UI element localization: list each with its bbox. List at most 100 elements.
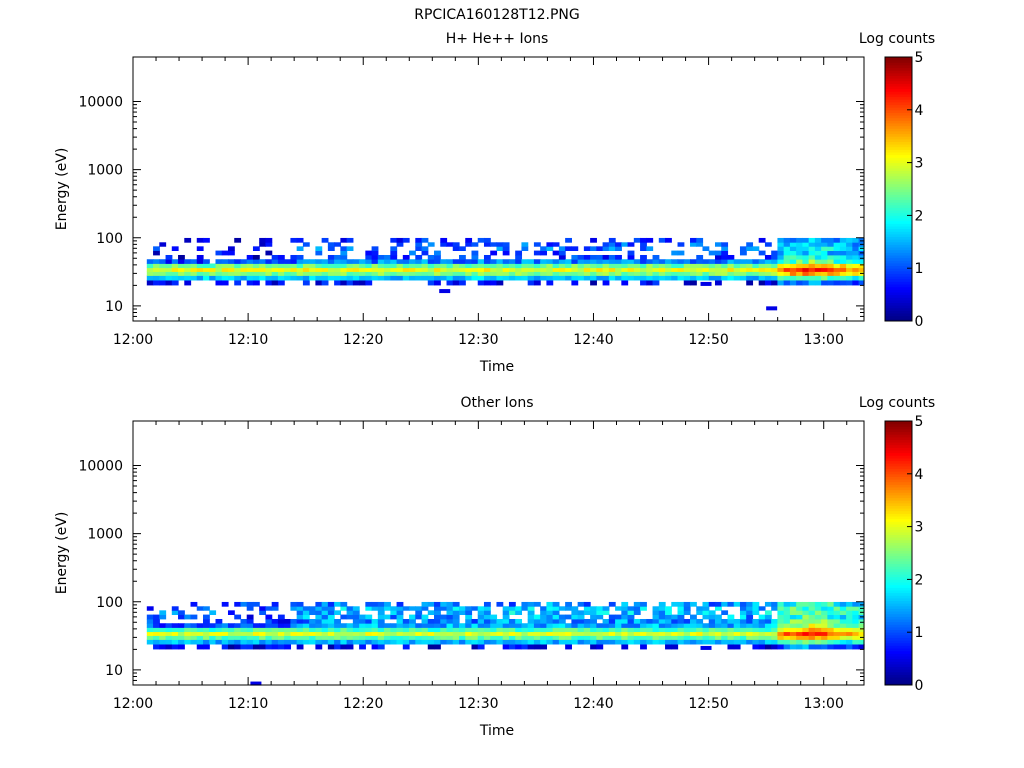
- heatmap-cell: [827, 242, 835, 247]
- heatmap-cell: [677, 623, 685, 628]
- heatmap-cell: [546, 275, 554, 281]
- colorbar-step: [885, 560, 912, 565]
- colorbar-step: [885, 595, 912, 599]
- heatmap-cell: [296, 263, 304, 269]
- heatmap-cell: [171, 275, 179, 281]
- heatmap-cell: [640, 618, 647, 624]
- heatmap-cell: [671, 635, 679, 640]
- heatmap-cell: [315, 623, 323, 628]
- heatmap-cell: [384, 623, 391, 628]
- heatmap-cell: [658, 610, 666, 615]
- heatmap-cell: [159, 627, 167, 633]
- heatmap-cell: [814, 242, 822, 247]
- colorbar-step: [885, 159, 912, 164]
- heatmap-cell: [802, 259, 810, 264]
- heatmap-cell: [596, 606, 604, 611]
- heatmap-cell: [640, 254, 647, 260]
- heatmap-cell: [321, 623, 329, 628]
- heatmap-cell: [490, 242, 498, 247]
- heatmap-cell: [577, 635, 585, 640]
- heatmap-cell: [583, 601, 591, 607]
- heatmap-cell: [371, 601, 379, 607]
- colorbar-step: [885, 426, 912, 430]
- heatmap-cell: [240, 275, 248, 281]
- heatmap-cell: [615, 259, 622, 264]
- heatmap-cell: [315, 250, 323, 256]
- y-tick-label: 10000: [78, 95, 123, 111]
- heatmap-cell: [415, 614, 423, 620]
- heatmap-cell: [471, 242, 479, 247]
- heatmap-cell: [377, 267, 385, 272]
- heatmap-cell: [284, 259, 292, 264]
- heatmap-cell: [215, 639, 223, 645]
- heatmap-cell: [508, 263, 516, 269]
- heatmap-cell: [789, 271, 797, 276]
- heatmap-cell: [777, 267, 785, 272]
- heatmap-cell: [702, 259, 710, 264]
- heatmap-cell: [658, 275, 666, 281]
- heatmap-cell: [602, 627, 610, 633]
- heatmap-cell: [221, 627, 229, 633]
- heatmap-cell: [259, 267, 267, 272]
- heatmap-cell: [540, 644, 548, 650]
- heatmap-cell: [471, 644, 479, 650]
- heatmap-cell: [302, 610, 310, 615]
- heatmap-cell: [615, 275, 622, 281]
- heatmap-cell: [452, 259, 460, 264]
- heatmap-cell: [371, 267, 379, 272]
- heatmap-cell: [352, 606, 360, 611]
- heatmap-cell: [789, 259, 797, 264]
- heatmap-cell: [290, 623, 298, 628]
- heatmap-cell: [184, 639, 192, 645]
- heatmap-cell: [471, 267, 479, 272]
- heatmap-cell: [771, 263, 779, 269]
- colorbar-step: [885, 632, 912, 636]
- heatmap-cell: [752, 610, 760, 615]
- heatmap-cell: [814, 280, 822, 286]
- colorbar-step: [885, 648, 912, 652]
- heatmap-cell: [384, 267, 391, 272]
- heatmap-cell: [821, 631, 828, 636]
- heatmap-cell: [746, 242, 754, 247]
- heatmap-cell: [184, 259, 192, 264]
- heatmap-cell: [839, 627, 847, 633]
- heatmap-cell: [471, 618, 479, 624]
- heatmap-cell: [277, 614, 285, 620]
- heatmap-cell: [558, 259, 566, 264]
- colorbar-step: [885, 170, 912, 174]
- heatmap-cell: [452, 246, 460, 251]
- heatmap-cell: [321, 263, 329, 269]
- heatmap-cell: [334, 280, 341, 286]
- heatmap-cell: [483, 267, 491, 272]
- heatmap-cell: [190, 275, 198, 281]
- heatmap-cell: [165, 623, 173, 628]
- heatmap-cell: [402, 644, 410, 650]
- heatmap-cell: [552, 623, 560, 628]
- heatmap-cell: [733, 275, 741, 281]
- heatmap-cell: [415, 242, 423, 247]
- heatmap-cell: [683, 275, 691, 281]
- heatmap-cell: [465, 631, 473, 636]
- heatmap-cell: [733, 644, 741, 650]
- heatmap-cell: [827, 271, 835, 276]
- heatmap-cell: [665, 275, 672, 281]
- heatmap-cell: [396, 635, 404, 640]
- heatmap-cell: [340, 254, 348, 260]
- heatmap-cell: [571, 254, 579, 260]
- colorbar-step: [885, 315, 912, 319]
- heatmap-cell: [552, 610, 560, 615]
- heatmap-cell: [821, 635, 828, 640]
- heatmap-cell: [171, 606, 179, 611]
- heatmap-cell: [371, 259, 379, 264]
- heatmap-cell: [821, 623, 828, 628]
- heatmap-cell: [427, 639, 435, 645]
- heatmap-cell: [658, 618, 666, 624]
- heatmap-cell: [521, 635, 529, 640]
- heatmap-cell: [178, 254, 185, 260]
- heatmap-cell: [452, 263, 460, 269]
- heatmap-cell: [846, 263, 853, 269]
- heatmap-cell: [265, 627, 273, 633]
- colorbar-step: [885, 500, 912, 504]
- heatmap-cell: [602, 610, 610, 615]
- heatmap-cell: [340, 271, 348, 276]
